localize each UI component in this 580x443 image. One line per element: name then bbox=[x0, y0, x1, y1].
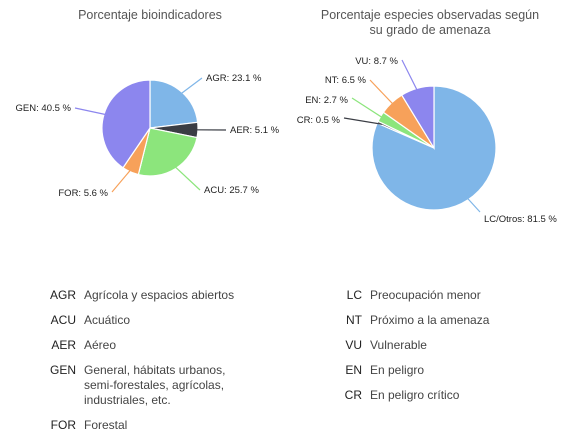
leader-line-agr bbox=[179, 78, 202, 95]
legend-code: NT bbox=[330, 313, 362, 328]
legend-code: AER bbox=[40, 338, 76, 353]
legend-bioindicadores: AGR Agrícola y espacios abiertos ACU Acu… bbox=[40, 288, 234, 443]
legend-code: ACU bbox=[40, 313, 76, 328]
legend-code: EN bbox=[330, 363, 362, 378]
leader-line-gen bbox=[75, 108, 108, 115]
legend-code: CR bbox=[330, 388, 362, 403]
leader-line-acu bbox=[174, 165, 200, 190]
legend-desc-line: semi-forestales, agrícolas, bbox=[84, 378, 225, 393]
slice-label-gen: GEN: 40.5 % bbox=[16, 103, 72, 114]
slice-label-en: EN: 2.7 % bbox=[305, 95, 348, 106]
leader-line-cr bbox=[344, 118, 382, 124]
leader-line-en bbox=[352, 98, 385, 119]
pie-amenaza: LC/Otros: 81.5 % CR: 0.5 % EN: 2.7 % NT: 6.… bbox=[297, 56, 558, 225]
legend-item-aer: AER Aéreo bbox=[40, 338, 234, 353]
leader-line-nt bbox=[370, 80, 395, 106]
legend-item-lc: LC Preocupación menor bbox=[330, 288, 489, 303]
legend-item-gen: GEN General, hábitats urbanos, semi-fore… bbox=[40, 363, 234, 408]
slice-label-vu: VU: 8.7 % bbox=[355, 56, 398, 67]
legend-code: GEN bbox=[40, 363, 76, 408]
legend-desc: Agrícola y espacios abiertos bbox=[84, 288, 234, 303]
legend-desc: En peligro bbox=[370, 363, 424, 378]
leader-line-for bbox=[112, 168, 132, 192]
legend-code: FOR bbox=[40, 418, 76, 433]
legend-desc: General, hábitats urbanos, semi-forestal… bbox=[84, 363, 225, 408]
legend-item-en: EN En peligro bbox=[330, 363, 489, 378]
legend-code: VU bbox=[330, 338, 362, 353]
legend-desc-line: General, hábitats urbanos, bbox=[84, 363, 225, 378]
legend-amenaza: LC Preocupación menor NT Próximo a la am… bbox=[330, 288, 489, 413]
slice-label-agr: AGR: 23.1 % bbox=[206, 73, 262, 84]
legend-item-cr: CR En peligro crítico bbox=[330, 388, 489, 403]
legend-desc: Próximo a la amenaza bbox=[370, 313, 489, 328]
pie-bioindicadores: AGR: 23.1 % AER: 5.1 % ACU: 25.7 % FOR: 5.6… bbox=[16, 73, 280, 199]
legend-desc: Preocupación menor bbox=[370, 288, 481, 303]
legend-item-nt: NT Próximo a la amenaza bbox=[330, 313, 489, 328]
legend-item-vu: VU Vulnerable bbox=[330, 338, 489, 353]
leader-line-lc-otros bbox=[465, 196, 480, 212]
legend-item-acu: ACU Acuático bbox=[40, 313, 234, 328]
pie-charts: AGR: 23.1 % AER: 5.1 % ACU: 25.7 % FOR: 5.6… bbox=[0, 0, 580, 250]
slice-label-for: FOR: 5.6 % bbox=[58, 188, 108, 199]
leader-line-vu bbox=[402, 60, 419, 93]
slice-label-acu: ACU: 25.7 % bbox=[204, 185, 259, 196]
slice-label-cr: CR: 0.5 % bbox=[297, 115, 341, 126]
legend-desc-line: industriales, etc. bbox=[84, 393, 225, 408]
legend-desc: Aéreo bbox=[84, 338, 116, 353]
legend-desc: En peligro crítico bbox=[370, 388, 459, 403]
legend-desc: Forestal bbox=[84, 418, 127, 433]
legend-desc: Vulnerable bbox=[370, 338, 427, 353]
legend-code: LC bbox=[330, 288, 362, 303]
legend-item-for: FOR Forestal bbox=[40, 418, 234, 433]
slice-label-aer: AER: 5.1 % bbox=[230, 125, 280, 136]
legend-code: AGR bbox=[40, 288, 76, 303]
legend-item-agr: AGR Agrícola y espacios abiertos bbox=[40, 288, 234, 303]
slice-label-nt: NT: 6.5 % bbox=[325, 75, 367, 86]
slice-label-lc-otros: LC/Otros: 81.5 % bbox=[484, 214, 557, 225]
legend-desc: Acuático bbox=[84, 313, 130, 328]
